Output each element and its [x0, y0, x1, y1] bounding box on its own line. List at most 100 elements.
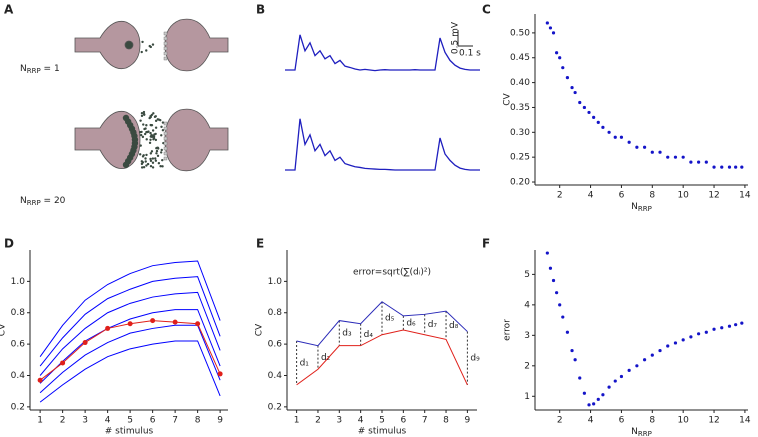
y-tick-label: 0.4 — [268, 371, 283, 381]
x-tick-label: 3 — [82, 416, 88, 426]
point — [570, 348, 574, 353]
panel-label: F — [482, 237, 490, 251]
x-tick-label: 4 — [588, 191, 594, 201]
vesicle — [150, 124, 153, 127]
vesicle — [141, 161, 145, 164]
vesicle — [151, 161, 155, 164]
postsynaptic — [164, 18, 229, 72]
point — [704, 330, 708, 334]
vesicle — [122, 161, 130, 168]
vesicles — [122, 31, 168, 169]
vesicle — [145, 153, 148, 157]
x-tick-label: 7 — [422, 416, 428, 426]
point — [592, 115, 596, 119]
y-axis-label: CV — [503, 92, 513, 105]
vesicle — [151, 166, 155, 169]
point — [681, 338, 685, 342]
label-main: N — [20, 196, 27, 206]
vesicle — [124, 40, 134, 50]
x-tick-label: 6 — [619, 416, 625, 426]
line — [296, 301, 468, 347]
vesicle — [155, 152, 158, 155]
y-tick-label: 0.40 — [510, 78, 530, 88]
point — [551, 31, 556, 35]
x-tick-label: 6 — [150, 416, 156, 426]
panel-label: C — [482, 3, 491, 17]
point — [582, 105, 586, 110]
receptor — [163, 36, 168, 41]
vesicle — [143, 132, 147, 136]
vesicle — [160, 134, 163, 137]
y-tick-label: 1.0 — [11, 277, 26, 287]
vesicle — [148, 116, 151, 120]
vesicle — [139, 144, 142, 147]
vesicle — [149, 157, 152, 161]
diagram-label: NRRP = 20 — [20, 196, 66, 208]
difference-label: d₉ — [470, 354, 480, 364]
x-tick-label: 8 — [649, 191, 655, 201]
receptor — [163, 51, 168, 56]
vesicle — [142, 165, 146, 169]
marker — [105, 325, 111, 331]
point — [587, 403, 591, 407]
y-tick-label: 0.2 — [268, 402, 282, 412]
point — [712, 165, 716, 169]
vesicle — [149, 152, 153, 155]
point — [727, 324, 732, 328]
postsynaptic — [164, 108, 229, 172]
marker — [82, 340, 88, 346]
point — [613, 135, 617, 139]
panel-label: D — [4, 237, 14, 251]
vesicle — [154, 119, 158, 123]
point — [587, 110, 591, 115]
vesicle — [159, 151, 163, 154]
vesicle — [149, 159, 153, 163]
y-axis-label: error — [503, 319, 513, 341]
point — [607, 385, 611, 389]
x-tick-label: 6 — [400, 416, 406, 426]
label-sub: RRP — [27, 67, 41, 75]
point — [712, 327, 716, 331]
label-sub: RRP — [27, 199, 41, 207]
y-tick-label: 0.50 — [510, 28, 530, 38]
vesicle — [160, 148, 163, 152]
vesicle — [145, 130, 148, 134]
point — [740, 321, 744, 325]
difference-label: d₇ — [428, 320, 438, 330]
y-tick-label: 0.6 — [11, 340, 26, 350]
marker — [195, 321, 201, 327]
vesicle — [154, 159, 158, 162]
receptor — [163, 156, 168, 161]
vesicle — [159, 165, 162, 168]
point — [596, 397, 600, 401]
y-tick-label: 1.0 — [268, 277, 283, 287]
line — [39, 291, 221, 376]
point — [650, 353, 654, 357]
difference-label: d₆ — [406, 318, 416, 328]
point — [635, 364, 639, 368]
vesicle — [141, 135, 145, 139]
receptor — [163, 146, 168, 151]
point — [658, 150, 662, 154]
point — [666, 344, 670, 348]
vesicle — [145, 49, 148, 52]
point — [613, 379, 617, 383]
x-tick-label: 2 — [557, 191, 563, 201]
vesicle — [151, 157, 155, 160]
point — [561, 66, 565, 70]
line — [39, 340, 221, 403]
point — [642, 145, 647, 149]
y-tick-label: 5 — [524, 270, 530, 280]
marker — [150, 318, 156, 324]
line — [39, 309, 221, 384]
vesicle — [140, 114, 144, 118]
point — [582, 391, 586, 395]
point — [578, 100, 582, 105]
vesicle — [151, 129, 155, 132]
vesicle — [155, 149, 159, 153]
vesicle — [143, 127, 146, 131]
point — [740, 165, 744, 169]
point — [697, 160, 701, 164]
vesicle — [145, 164, 148, 167]
point — [607, 130, 611, 134]
